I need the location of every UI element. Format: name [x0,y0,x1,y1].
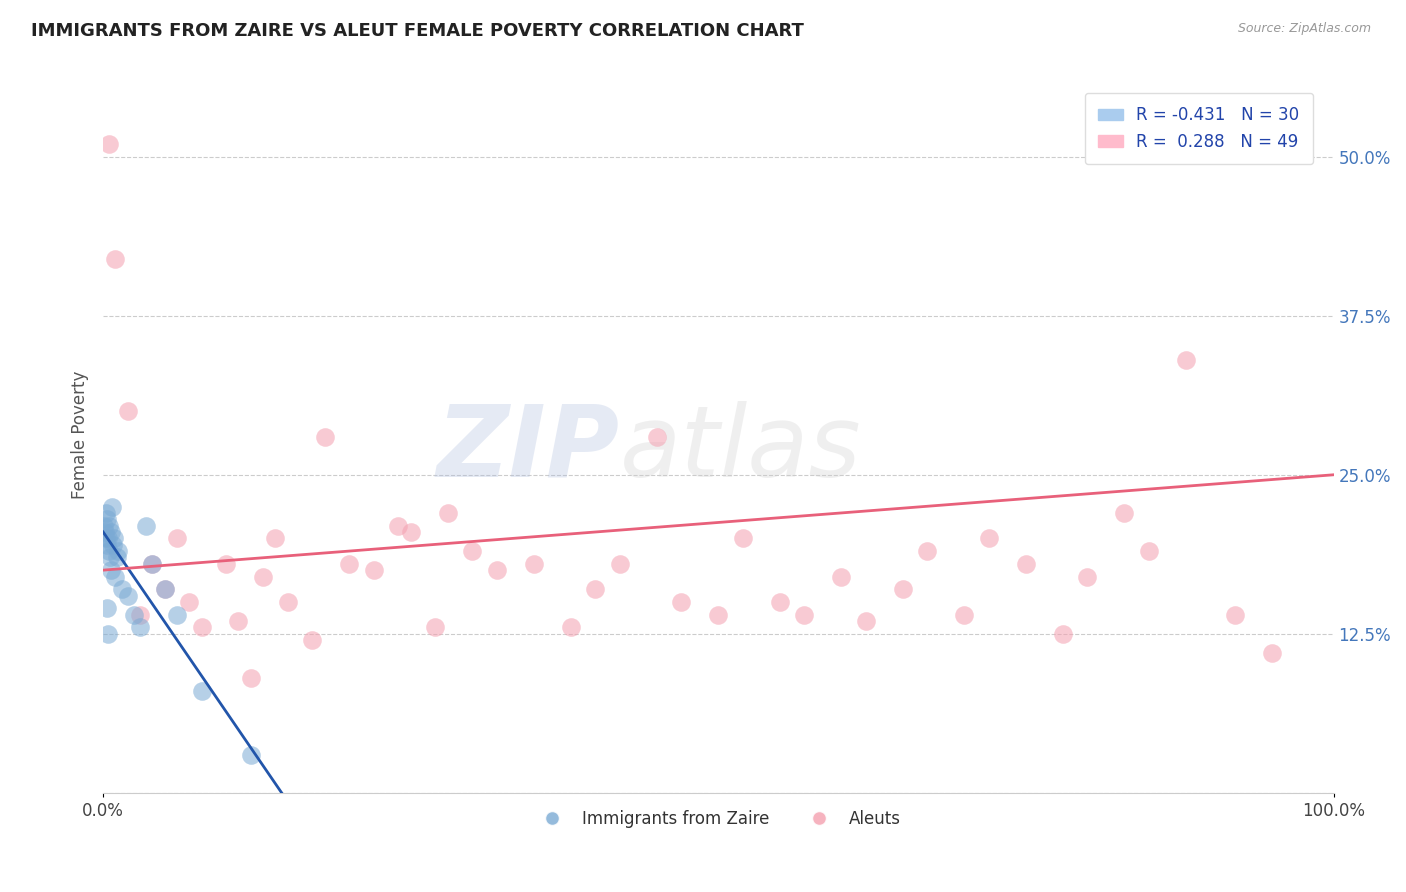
Point [94,506,117,520]
Point [793,607,815,622]
Point [179,595,201,609]
Legend: Immigrants from Zaire, Aleuts: Immigrants from Zaire, Aleuts [529,803,908,834]
Point [1114,506,1136,520]
Point [96,532,118,546]
Point [96,538,118,552]
Point [264,532,287,546]
Text: IMMIGRANTS FROM ZAIRE VS ALEUT FEMALE POVERTY CORRELATION CHART: IMMIGRANTS FROM ZAIRE VS ALEUT FEMALE PO… [31,22,804,40]
Point [97,544,120,558]
Point [485,563,508,577]
Point [731,532,754,546]
Point [228,614,250,628]
Point [153,582,176,597]
Point [560,620,582,634]
Point [100,500,122,514]
Point [671,595,693,609]
Point [977,532,1000,546]
Point [239,747,262,762]
Point [166,607,188,622]
Point [1015,557,1038,571]
Point [135,518,157,533]
Point [96,512,118,526]
Point [953,607,976,622]
Point [141,557,163,571]
Y-axis label: Female Poverty: Female Poverty [72,371,89,500]
Point [436,506,458,520]
Point [94,524,117,539]
Point [100,563,122,577]
Point [190,684,212,698]
Point [769,595,792,609]
Point [97,626,120,640]
Point [855,614,877,628]
Point [1052,626,1074,640]
Point [252,569,274,583]
Point [645,430,668,444]
Point [100,524,122,539]
Point [301,633,323,648]
Point [523,557,546,571]
Point [104,569,127,583]
Point [363,563,385,577]
Point [129,620,152,634]
Point [215,557,238,571]
Point [190,620,212,634]
Point [399,524,422,539]
Point [166,532,188,546]
Point [153,582,176,597]
Point [98,137,121,152]
Point [117,404,139,418]
Point [93,518,115,533]
Point [107,544,129,558]
Point [583,582,606,597]
Point [98,550,121,565]
Point [609,557,631,571]
Point [1223,607,1246,622]
Point [387,518,409,533]
Point [337,557,360,571]
Point [104,252,127,266]
Text: Source: ZipAtlas.com: Source: ZipAtlas.com [1237,22,1371,36]
Point [1261,646,1284,660]
Point [105,550,128,565]
Point [1137,544,1160,558]
Point [122,607,145,622]
Point [96,601,118,615]
Text: atlas: atlas [620,401,862,498]
Point [425,620,447,634]
Point [277,595,299,609]
Point [707,607,730,622]
Point [97,532,120,546]
Point [1174,353,1197,368]
Point [110,582,132,597]
Point [1076,569,1098,583]
Point [117,589,139,603]
Point [141,557,163,571]
Point [239,671,262,685]
Point [830,569,852,583]
Point [461,544,484,558]
Point [101,538,124,552]
Point [891,582,914,597]
Point [129,607,152,622]
Point [103,532,125,546]
Point [917,544,939,558]
Point [314,430,336,444]
Text: ZIP: ZIP [437,401,620,498]
Point [98,518,121,533]
